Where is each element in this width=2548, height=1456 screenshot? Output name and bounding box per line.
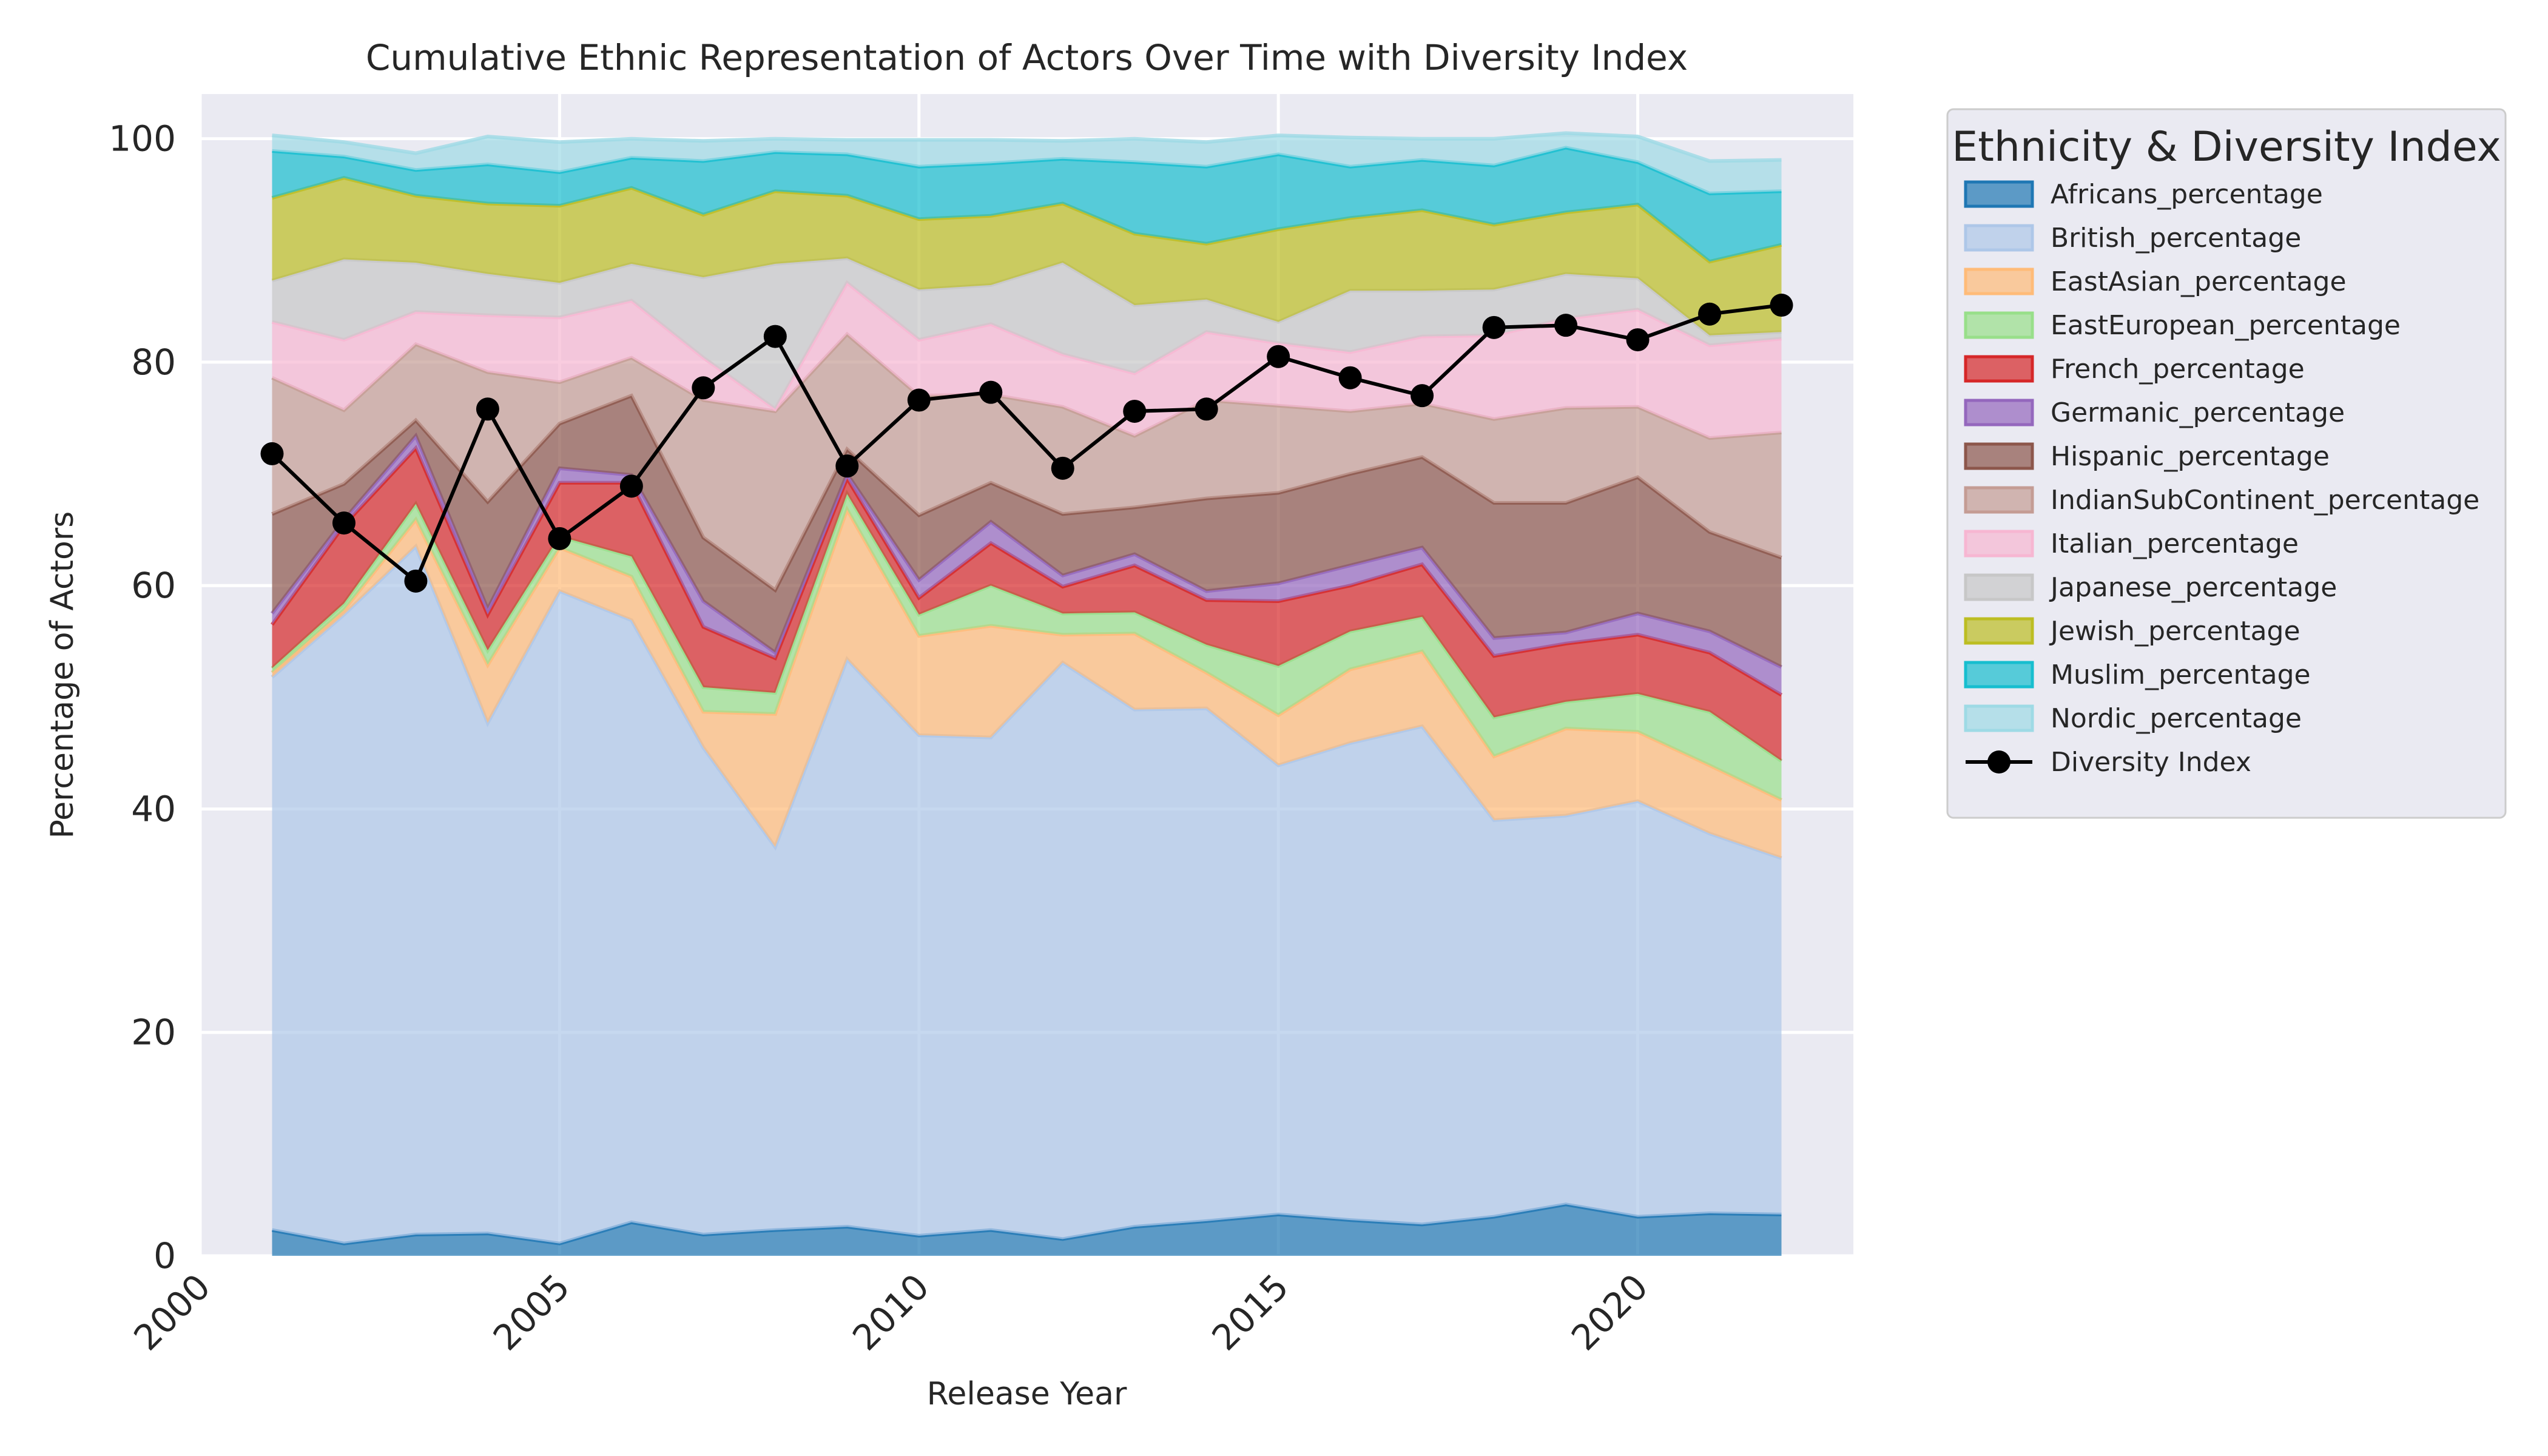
diversity-index-point — [332, 511, 356, 535]
diversity-index-point — [979, 380, 1003, 404]
legend-swatch — [1964, 268, 2034, 295]
area-British_percentage — [272, 546, 1782, 1244]
area-EastAsian_percentage — [272, 510, 1782, 858]
diversity-index-point — [548, 527, 571, 550]
legend-swatch — [1964, 617, 2034, 645]
legend-label: Diversity Index — [2051, 747, 2251, 778]
diversity-index-series — [260, 294, 1793, 593]
legend-swatch — [1964, 486, 2034, 514]
y-tick-label: 80 — [131, 342, 176, 383]
y-tick-label: 0 — [153, 1235, 176, 1276]
legend-label: Hispanic_percentage — [2051, 441, 2330, 472]
legend-box — [1946, 108, 2507, 819]
area-edge-Nordic_percentage — [272, 131, 1782, 163]
legend-label: Japanese_percentage — [2049, 572, 2337, 603]
legend-swatch — [1964, 224, 2034, 252]
area-Jewish_percentage — [272, 178, 1782, 335]
y-tick-label: 100 — [109, 118, 176, 160]
legend-label: Germanic_percentage — [2051, 397, 2345, 428]
legend-title: Ethnicity & Diversity Index — [1952, 123, 2501, 171]
legend: Ethnicity & Diversity Index Africans_per… — [1946, 108, 2507, 819]
diversity-index-point — [1482, 315, 1506, 339]
diversity-index-point — [835, 454, 859, 478]
diversity-index-point — [907, 388, 931, 412]
legend-items: Africans_percentage British_percentage Eas… — [1964, 179, 2479, 778]
area-Africans_percentage — [272, 1204, 1782, 1256]
legend-swatch — [1964, 573, 2034, 601]
legend-label: EastEuropean_percentage — [2051, 310, 2401, 341]
legend-label: Muslim_percentage — [2051, 659, 2311, 690]
legend-label: Jewish_percentage — [2049, 616, 2300, 647]
area-Italian_percentage — [272, 283, 1782, 439]
y-tick-label: 40 — [131, 788, 176, 829]
legend-label: French_percentage — [2051, 354, 2305, 385]
legend-swatch — [1964, 180, 2034, 208]
diversity-index-point — [1410, 384, 1434, 408]
diversity-index-point — [404, 569, 428, 593]
legend-label: Italian_percentage — [2051, 528, 2299, 559]
diversity-index-point — [1626, 328, 1650, 352]
diversity-index-point — [1051, 456, 1074, 480]
diversity-index-point — [1267, 345, 1290, 368]
chart-title: Cumulative Ethnic Representation of Acto… — [366, 37, 1688, 78]
area-IndianSubContinent_percentage — [272, 334, 1782, 590]
legend-label: British_percentage — [2051, 223, 2301, 254]
diversity-index-point — [1554, 314, 1578, 337]
diversity-index-line — [271, 303, 1782, 584]
legend-swatch — [1964, 311, 2034, 339]
diversity-index-point — [1770, 294, 1793, 317]
x-axis-label: Release Year — [927, 1376, 1127, 1412]
diversity-index-point — [1123, 399, 1147, 423]
legend-label: Africans_percentage — [2051, 179, 2323, 210]
area-Japanese_percentage — [272, 258, 1782, 410]
legend-swatch — [1964, 661, 2034, 689]
area-Nordic_percentage — [272, 133, 1782, 194]
diversity-index-point — [1195, 397, 1218, 421]
y-tick-label: 60 — [131, 565, 176, 606]
legend-label: IndianSubContinent_percentage — [2051, 485, 2479, 516]
stacked-areas — [271, 131, 1783, 1256]
diversity-index-point — [763, 325, 787, 348]
area-EastEuropean_percentage — [272, 494, 1782, 800]
y-axis-label: Percentage of Actors — [44, 511, 81, 839]
legend-label: EastAsian_percentage — [2051, 266, 2347, 297]
diversity-index-point — [1338, 366, 1362, 389]
area-French_percentage — [272, 448, 1782, 761]
diversity-index-point — [1698, 302, 1722, 326]
legend-swatch — [1964, 704, 2034, 732]
diversity-index-point — [260, 442, 284, 465]
diversity-index-point — [692, 376, 715, 400]
legend-swatch — [1964, 355, 2034, 383]
legend-swatch — [1964, 530, 2034, 558]
legend-swatch — [1964, 399, 2034, 426]
legend-marker — [1987, 750, 2010, 774]
area-Germanic_percentage — [272, 436, 1782, 695]
legend-swatch — [1964, 442, 2034, 470]
area-Muslim_percentage — [272, 147, 1782, 262]
diversity-index-point — [476, 397, 499, 421]
legend-label: Nordic_percentage — [2051, 703, 2302, 734]
y-tick-label: 20 — [131, 1012, 176, 1053]
diversity-index-point — [619, 474, 643, 498]
